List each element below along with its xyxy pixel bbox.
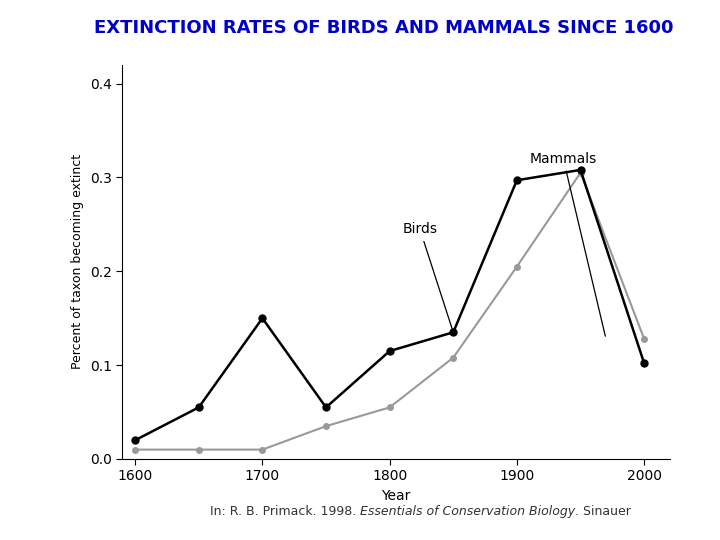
Y-axis label: Percent of taxon becoming extinct: Percent of taxon becoming extinct (71, 154, 84, 369)
Text: Birds: Birds (402, 222, 452, 329)
Text: EXTINCTION RATES OF BIRDS AND MAMMALS SINCE 1600: EXTINCTION RATES OF BIRDS AND MAMMALS SI… (94, 19, 673, 37)
Text: In: R. B. Primack. 1998.: In: R. B. Primack. 1998. (210, 505, 360, 518)
Text: Mammals: Mammals (530, 152, 606, 336)
Text: . Sinauer: . Sinauer (575, 505, 631, 518)
Text: Essentials of Conservation Biology: Essentials of Conservation Biology (360, 505, 575, 518)
X-axis label: Year: Year (382, 489, 410, 503)
